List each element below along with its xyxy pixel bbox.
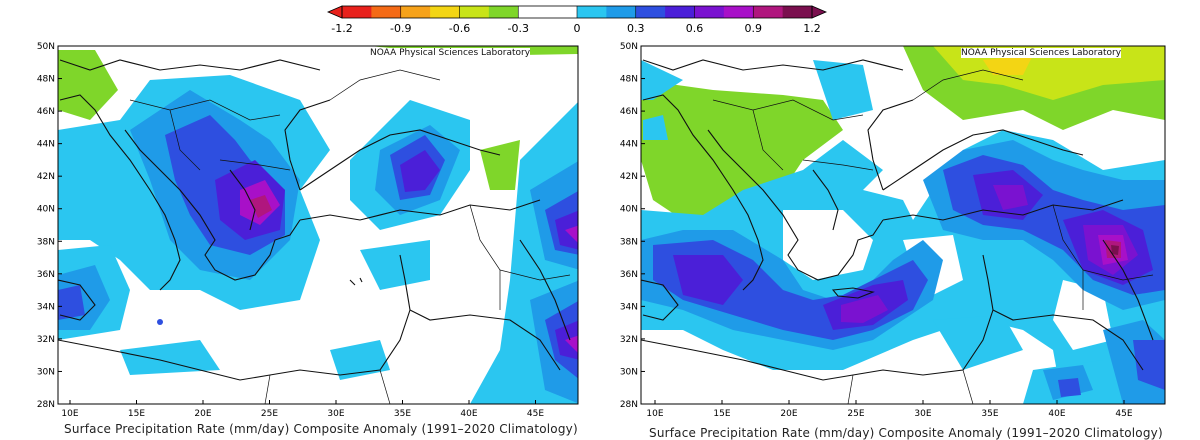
precip-anomaly-field-left [58, 46, 578, 404]
lat-tick-label: 42N [620, 172, 638, 182]
lat-tick-label: 36N [37, 270, 55, 280]
lon-tick-label: 45E [1115, 409, 1132, 419]
map-right: 50N 48N 46N 44N 42N 40N 38N 36N 34N 32N 30N 28N 10E… [620, 42, 1166, 419]
colorbar-tick-label: 0.9 [745, 22, 763, 35]
lon-tick-label: 25E [261, 409, 278, 419]
lat-tick-label: 32N [37, 335, 55, 345]
lat-ticks-right: 50N 48N 46N 44N 42N 40N 38N 36N 34N 32N 30N 28N [620, 42, 645, 410]
map-title-left: Surface Precipitation Rate (mm/day) Comp… [64, 422, 578, 436]
lon-tick-label: 35E [981, 409, 998, 419]
lat-tick-label: 44N [620, 140, 638, 150]
borders-right [712, 69, 1154, 404]
lat-tick-label: 40N [620, 205, 638, 215]
colorbar-swatch [518, 6, 549, 18]
precip-anomaly-field-right [641, 46, 1165, 404]
colorbar-tick-label: 1.2 [803, 22, 821, 35]
colorbar-swatch [782, 6, 813, 18]
colorbar-tick-label: -0.3 [508, 22, 529, 35]
lon-tick-label: 30E [327, 409, 344, 419]
credit-label-right: NOAA Physical Sciences Laboratory [961, 48, 1122, 58]
credit-label-left: NOAA Physical Sciences Laboratory [370, 48, 531, 58]
lon-tick-label: 15E [128, 409, 145, 419]
lat-tick-label: 48N [37, 75, 55, 85]
lat-ticks-left: 50N 48N 46N 44N 42N 40N 38N 36N 34N 32N 30N 28N [37, 42, 62, 410]
lat-tick-label: 28N [620, 400, 638, 410]
colorbar-tick-label: 0.6 [686, 22, 704, 35]
lon-ticks-left: 10E 15E 20E 25E 30E 35E 40E 45E [61, 400, 544, 419]
map-left: 50N 48N 46N 44N 42N 40N 38N 36N 34N 32N 30N 28N 10E… [37, 42, 579, 419]
lon-tick-label: 10E [646, 409, 663, 419]
colorbar-swatch [400, 6, 431, 18]
lat-tick-label: 40N [37, 205, 55, 215]
lat-tick-label: 28N [37, 400, 55, 410]
lat-tick-label: 38N [37, 237, 55, 247]
lat-tick-label: 38N [620, 237, 638, 247]
coastlines-left [58, 59, 571, 381]
lon-tick-label: 20E [194, 409, 211, 419]
colorbar-swatch [547, 6, 578, 18]
lon-ticks-right: 10E 15E 20E 25E 30E 35E 40E 45E [646, 400, 1133, 419]
borders-left [129, 69, 571, 404]
colorbar-swatch [635, 6, 666, 18]
lon-tick-label: 45E [527, 409, 544, 419]
colorbar-swatch [723, 6, 754, 18]
lon-tick-label: 25E [847, 409, 864, 419]
colorbar-swatch [577, 6, 607, 18]
lat-tick-label: 30N [620, 367, 638, 377]
coastlines-right [641, 59, 1154, 381]
colorbar-tick-label: -0.6 [449, 22, 470, 35]
colorbar-tick-label: 0.3 [627, 22, 645, 35]
lat-tick-label: 44N [37, 140, 55, 150]
lat-tick-label: 50N [620, 42, 638, 52]
colorbar-swatch [430, 6, 460, 18]
colorbar-swatch [694, 6, 725, 18]
colorbar-swatch [753, 6, 784, 18]
lat-tick-label: 34N [37, 302, 55, 312]
lon-tick-label: 15E [713, 409, 730, 419]
colorbar-swatch [606, 6, 637, 18]
colorbar-swatch [488, 6, 519, 18]
colorbar-tick-label: 0 [574, 22, 581, 35]
colorbar-left-arrow [326, 5, 343, 19]
lat-tick-label: 34N [620, 302, 638, 312]
lon-tick-label: 40E [460, 409, 477, 419]
colorbar-swatch [342, 6, 372, 18]
lat-tick-label: 36N [620, 270, 638, 280]
lat-tick-label: 48N [620, 75, 638, 85]
colorbar-swatch [665, 6, 695, 18]
lon-tick-label: 35E [394, 409, 411, 419]
map-title-right: Surface Precipitation Rate (mm/day) Comp… [649, 426, 1163, 440]
map-panel-right: 50N 48N 46N 44N 42N 40N 38N 36N 34N 32N 30N 28N 10E… [583, 40, 1166, 440]
lat-tick-label: 46N [37, 107, 55, 117]
colorbar-tick-label: -1.2 [331, 22, 352, 35]
lat-tick-label: 50N [37, 42, 55, 52]
lat-tick-label: 32N [620, 335, 638, 345]
map-panel-left: 50N 48N 46N 44N 42N 40N 38N 36N 34N 32N 30N 28N 10E… [0, 40, 580, 440]
colorbar-swatch [459, 6, 490, 18]
colorbar-right-arrow [811, 5, 828, 19]
lon-tick-label: 20E [780, 409, 797, 419]
colorbar-swatch [371, 6, 402, 18]
lon-tick-label: 10E [61, 409, 78, 419]
lat-tick-label: 46N [620, 107, 638, 117]
colorbar: -1.2 -0.9 -0.6 -0.3 0 0.3 0.6 0.9 1.2 [326, 5, 828, 35]
colorbar-tick-label: -0.9 [390, 22, 411, 35]
lon-tick-label: 30E [914, 409, 931, 419]
lat-tick-label: 42N [37, 172, 55, 182]
lat-tick-label: 30N [37, 367, 55, 377]
lon-tick-label: 40E [1048, 409, 1065, 419]
